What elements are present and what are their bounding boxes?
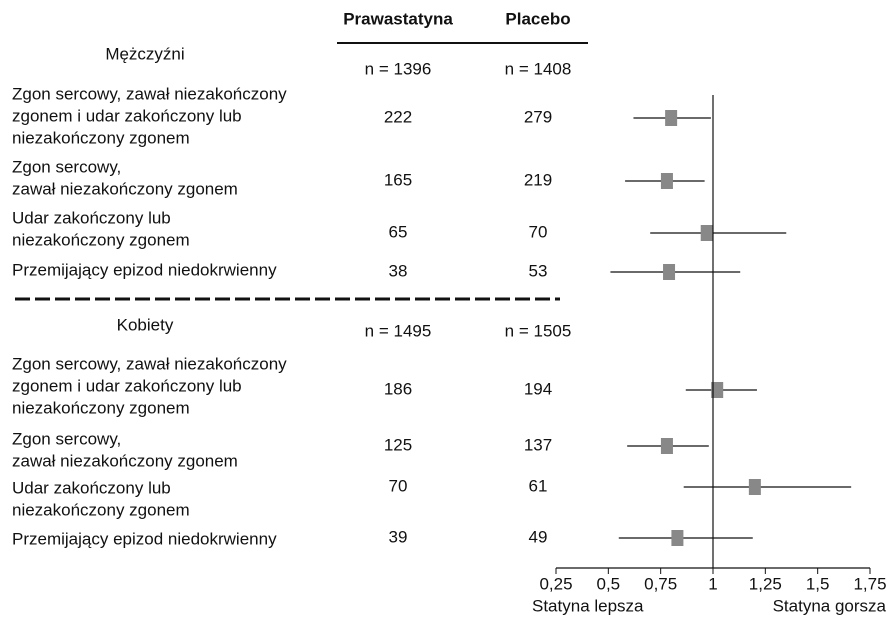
- point-estimate: [748, 479, 761, 495]
- event-count: 65: [389, 222, 408, 241]
- x-tick-label: 0,25: [539, 574, 572, 593]
- event-count: 39: [389, 527, 408, 546]
- column-header: Placebo: [505, 9, 570, 28]
- event-count: 194: [524, 379, 552, 398]
- x-tick-label: 1,5: [806, 574, 830, 593]
- point-estimate: [665, 110, 678, 126]
- row-label: Zgon sercowy,: [12, 429, 121, 448]
- row-label: Przemijający epizod niedokrwienny: [12, 260, 277, 279]
- x-label-right: Statyna gorsza: [773, 596, 887, 615]
- event-count: 61: [529, 476, 548, 495]
- x-tick-label: 0,75: [644, 574, 677, 593]
- point-estimate: [660, 438, 673, 454]
- row-label: Udar zakończony lub: [12, 478, 171, 497]
- event-count: 70: [389, 476, 408, 495]
- event-count: 53: [529, 261, 548, 280]
- point-estimate: [671, 530, 684, 546]
- group-n: n = 1396: [365, 59, 432, 78]
- point-estimate: [700, 225, 713, 241]
- event-count: 70: [529, 222, 548, 241]
- group-n: n = 1505: [505, 321, 572, 340]
- point-estimate: [663, 264, 676, 280]
- row-label: Udar zakończony lub: [12, 208, 171, 227]
- x-tick-label: 1,25: [749, 574, 782, 593]
- x-label-left: Statyna lepsza: [532, 596, 644, 615]
- event-count: 222: [384, 107, 412, 126]
- event-count: 137: [524, 435, 552, 454]
- row-label: zawał niezakończony zgonem: [12, 179, 238, 198]
- event-count: 279: [524, 107, 552, 126]
- row-label: zawał niezakończony zgonem: [12, 451, 238, 470]
- row-label: zgonem i udar zakończony lub: [12, 376, 242, 395]
- row-label: Zgon sercowy, zawał niezakończony: [12, 84, 287, 103]
- column-header: Prawastatyna: [343, 9, 453, 28]
- row-label: zgonem i udar zakończony lub: [12, 106, 242, 125]
- x-tick-label: 1: [708, 574, 717, 593]
- point-estimate: [660, 173, 673, 189]
- row-label: Przemijający epizod niedokrwienny: [12, 529, 277, 548]
- x-tick-label: 0,5: [597, 574, 621, 593]
- event-count: 49: [529, 527, 548, 546]
- group-title: Mężczyźni: [105, 44, 184, 63]
- row-label: niezakończony zgonem: [12, 230, 190, 249]
- group-n: n = 1408: [505, 59, 572, 78]
- row-label: niezakończony zgonem: [12, 128, 190, 147]
- event-count: 165: [384, 170, 412, 189]
- row-label: niezakończony zgonem: [12, 398, 190, 417]
- event-count: 186: [384, 379, 412, 398]
- row-label: Zgon sercowy, zawał niezakończony: [12, 354, 287, 373]
- x-tick-label: 1,75: [853, 574, 886, 593]
- point-estimate: [711, 382, 724, 398]
- group-n: n = 1495: [365, 321, 432, 340]
- event-count: 125: [384, 435, 412, 454]
- event-count: 219: [524, 170, 552, 189]
- group-title: Kobiety: [117, 315, 174, 334]
- row-label: Zgon sercowy,: [12, 157, 121, 176]
- row-label: niezakończony zgonem: [12, 500, 190, 519]
- event-count: 38: [389, 261, 408, 280]
